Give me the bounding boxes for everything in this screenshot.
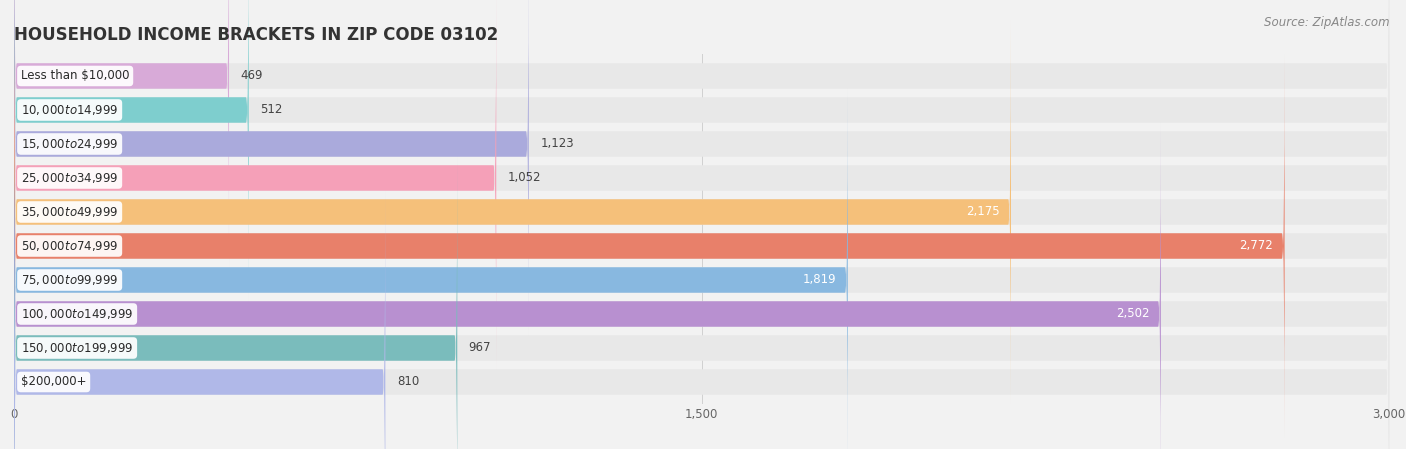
Text: 1,123: 1,123 [540,137,574,150]
Text: 2,502: 2,502 [1116,308,1150,321]
FancyBboxPatch shape [14,0,1389,369]
FancyBboxPatch shape [14,0,496,369]
Text: $200,000+: $200,000+ [21,375,86,388]
Text: 1,052: 1,052 [508,172,541,185]
FancyBboxPatch shape [14,123,1389,449]
FancyBboxPatch shape [14,21,1389,403]
Text: 967: 967 [468,342,491,355]
Text: Less than $10,000: Less than $10,000 [21,70,129,83]
FancyBboxPatch shape [14,55,1389,437]
FancyBboxPatch shape [14,191,385,449]
Text: 2,772: 2,772 [1240,239,1274,252]
FancyBboxPatch shape [14,0,249,301]
Text: $25,000 to $34,999: $25,000 to $34,999 [21,171,118,185]
FancyBboxPatch shape [14,0,1389,267]
FancyBboxPatch shape [14,0,1389,301]
Text: Source: ZipAtlas.com: Source: ZipAtlas.com [1264,16,1389,29]
FancyBboxPatch shape [14,89,1389,449]
Text: $10,000 to $14,999: $10,000 to $14,999 [21,103,118,117]
Text: $100,000 to $149,999: $100,000 to $149,999 [21,307,134,321]
FancyBboxPatch shape [14,157,1389,449]
Text: 469: 469 [240,70,263,83]
FancyBboxPatch shape [14,0,1389,335]
FancyBboxPatch shape [14,21,1011,403]
Text: $75,000 to $99,999: $75,000 to $99,999 [21,273,118,287]
FancyBboxPatch shape [14,123,1161,449]
Text: $35,000 to $49,999: $35,000 to $49,999 [21,205,118,219]
Text: $15,000 to $24,999: $15,000 to $24,999 [21,137,118,151]
FancyBboxPatch shape [14,0,529,335]
Text: 512: 512 [260,103,283,116]
FancyBboxPatch shape [14,191,1389,449]
Text: 2,175: 2,175 [966,206,1000,219]
Text: HOUSEHOLD INCOME BRACKETS IN ZIP CODE 03102: HOUSEHOLD INCOME BRACKETS IN ZIP CODE 03… [14,26,498,44]
FancyBboxPatch shape [14,55,1285,437]
Text: $50,000 to $74,999: $50,000 to $74,999 [21,239,118,253]
FancyBboxPatch shape [14,0,229,267]
FancyBboxPatch shape [14,89,848,449]
Text: 810: 810 [396,375,419,388]
FancyBboxPatch shape [14,157,457,449]
Text: 1,819: 1,819 [803,273,837,286]
Text: $150,000 to $199,999: $150,000 to $199,999 [21,341,134,355]
